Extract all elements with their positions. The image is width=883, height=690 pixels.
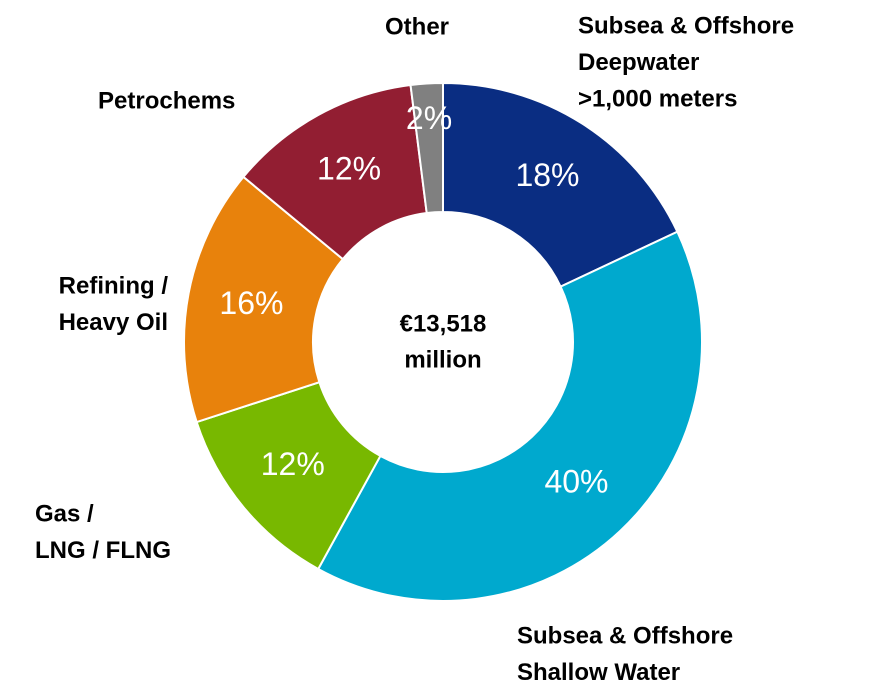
value-label: 12% — [261, 446, 325, 482]
donut-slice — [316, 230, 703, 602]
category-label: Heavy Oil — [59, 309, 168, 336]
value-label: 2% — [406, 100, 452, 136]
donut-slice — [442, 81, 679, 288]
value-label: 12% — [317, 151, 381, 187]
value-label: 40% — [544, 464, 608, 500]
category-label: Gas / — [35, 500, 94, 527]
category-label: >1,000 meters — [578, 85, 737, 112]
center-label: million — [404, 346, 481, 373]
category-label: Refining / — [59, 272, 169, 299]
category-label: Other — [385, 13, 449, 40]
category-label: Petrochems — [98, 87, 235, 114]
donut-slice — [183, 175, 345, 424]
category-label: Subsea & Offshore — [578, 12, 794, 39]
category-label: Subsea & Offshore — [517, 622, 733, 649]
value-label: 18% — [515, 157, 579, 193]
category-label: Deepwater — [578, 49, 699, 76]
donut-slice — [409, 81, 444, 215]
value-label: 16% — [219, 285, 283, 321]
center-label: €13,518 — [400, 310, 487, 337]
category-label: Shallow Water — [517, 659, 680, 686]
category-label: LNG / FLNG — [35, 537, 171, 564]
